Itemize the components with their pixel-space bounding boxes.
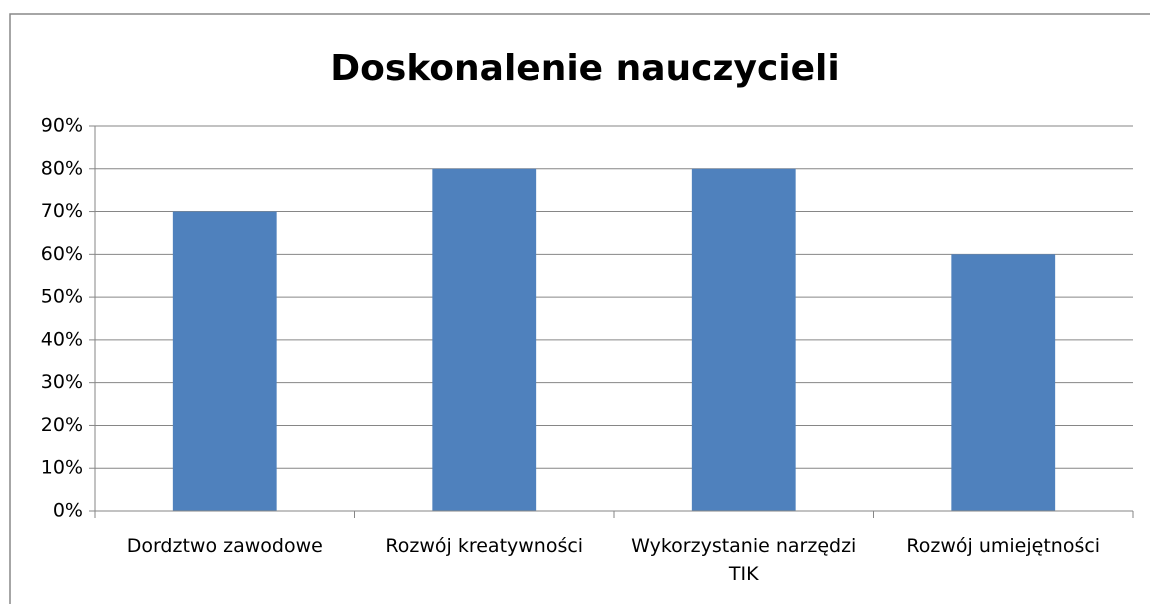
x-tick-label: Rozwój kreatywności — [385, 535, 583, 557]
y-tick-label: 0% — [53, 500, 83, 522]
y-tick-label: 90% — [41, 115, 83, 137]
y-tick-label: 50% — [41, 286, 83, 308]
bar — [172, 211, 277, 512]
y-tick-label: 70% — [41, 200, 83, 222]
y-tick-label: 60% — [41, 243, 83, 265]
x-tick-label: Dordztwo zawodowe — [127, 535, 323, 557]
y-tick-label: 10% — [41, 457, 83, 479]
bar — [691, 168, 796, 511]
x-tick-label: Wykorzystanie narzędzi TIK — [631, 535, 856, 585]
chart-title: Doskonalenie nauczycieli — [330, 48, 839, 89]
x-tick-label: Rozwój umiejętności — [906, 535, 1100, 557]
bar — [432, 168, 537, 511]
y-tick-label: 40% — [41, 328, 83, 350]
y-tick-label: 30% — [41, 371, 83, 393]
y-tick-label: 20% — [41, 414, 83, 436]
bar — [951, 254, 1056, 512]
y-tick-label: 80% — [41, 157, 83, 179]
